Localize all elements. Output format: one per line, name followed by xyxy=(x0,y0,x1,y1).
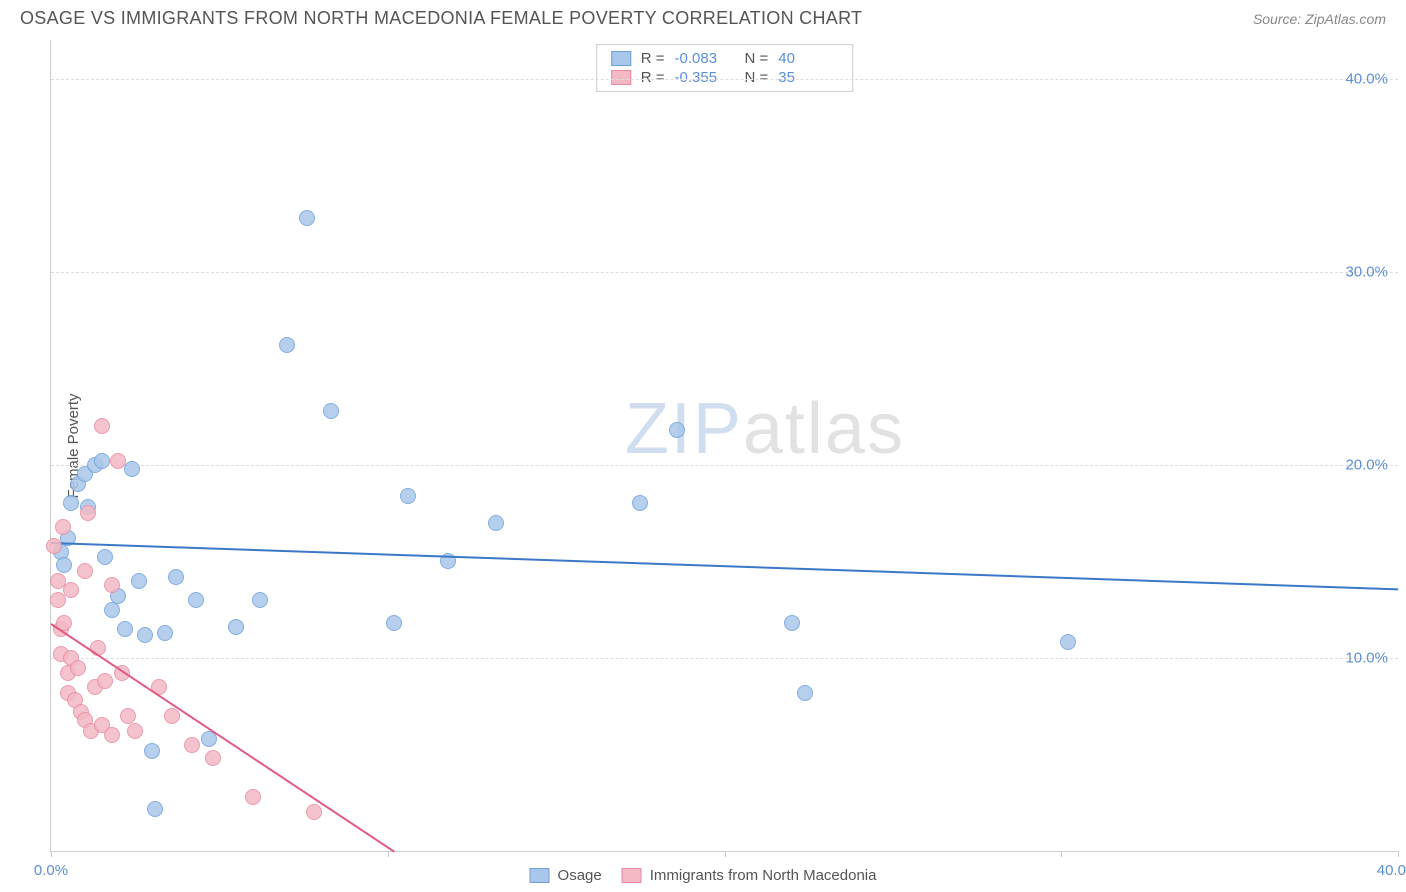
data-point xyxy=(104,577,120,593)
chart-container: ZIPatlas R = -0.083 N = 40 R = -0.355 N … xyxy=(50,40,1398,852)
data-point xyxy=(55,519,71,535)
x-tick-mark xyxy=(725,851,726,857)
r-label: R = xyxy=(641,50,665,67)
data-point xyxy=(205,750,221,766)
data-point xyxy=(164,708,180,724)
r-value-osage: -0.083 xyxy=(675,50,735,67)
data-point xyxy=(120,708,136,724)
data-point xyxy=(104,727,120,743)
legend-item-macedonia: Immigrants from North Macedonia xyxy=(622,867,877,884)
n-value-macedonia: 35 xyxy=(778,69,838,86)
data-point xyxy=(46,538,62,554)
data-point xyxy=(110,453,126,469)
data-point xyxy=(252,592,268,608)
legend-item-osage: Osage xyxy=(530,867,602,884)
y-tick-label: 30.0% xyxy=(1345,263,1388,280)
data-point xyxy=(488,515,504,531)
data-point xyxy=(797,685,813,701)
data-point xyxy=(77,563,93,579)
x-tick-label: 40.0% xyxy=(1377,862,1406,879)
data-point xyxy=(188,592,204,608)
data-point xyxy=(56,557,72,573)
data-point xyxy=(124,461,140,477)
data-point xyxy=(147,801,163,817)
y-tick-label: 40.0% xyxy=(1345,70,1388,87)
x-tick-mark xyxy=(388,851,389,857)
data-point xyxy=(228,619,244,635)
legend-swatch-macedonia xyxy=(622,868,642,883)
stats-legend: R = -0.083 N = 40 R = -0.355 N = 35 xyxy=(596,44,854,92)
y-tick-label: 20.0% xyxy=(1345,456,1388,473)
data-point xyxy=(168,569,184,585)
y-tick-label: 10.0% xyxy=(1345,649,1388,666)
header: OSAGE VS IMMIGRANTS FROM NORTH MACEDONIA… xyxy=(0,0,1406,33)
data-point xyxy=(632,495,648,511)
trend-line xyxy=(51,542,1398,590)
x-tick-mark xyxy=(51,851,52,857)
r-value-macedonia: -0.355 xyxy=(675,69,735,86)
data-point xyxy=(127,723,143,739)
data-point xyxy=(245,789,261,805)
grid-line xyxy=(51,272,1398,273)
stats-row-osage: R = -0.083 N = 40 xyxy=(611,49,839,68)
data-point xyxy=(131,573,147,589)
stats-row-macedonia: R = -0.355 N = 35 xyxy=(611,68,839,87)
grid-line xyxy=(51,79,1398,80)
data-point xyxy=(299,210,315,226)
data-point xyxy=(400,488,416,504)
legend-label-osage: Osage xyxy=(558,867,602,884)
data-point xyxy=(669,422,685,438)
grid-line xyxy=(51,658,1398,659)
watermark-atlas: atlas xyxy=(743,389,905,469)
data-point xyxy=(97,673,113,689)
swatch-osage xyxy=(611,51,631,66)
watermark: ZIPatlas xyxy=(625,388,905,470)
data-point xyxy=(117,621,133,637)
chart-title: OSAGE VS IMMIGRANTS FROM NORTH MACEDONIA… xyxy=(20,8,862,29)
data-point xyxy=(1060,634,1076,650)
data-point xyxy=(144,743,160,759)
legend-swatch-osage xyxy=(530,868,550,883)
data-point xyxy=(323,403,339,419)
n-value-osage: 40 xyxy=(778,50,838,67)
data-point xyxy=(70,660,86,676)
grid-line xyxy=(51,465,1398,466)
data-point xyxy=(157,625,173,641)
data-point xyxy=(279,337,295,353)
source-label: Source: ZipAtlas.com xyxy=(1253,11,1386,27)
x-tick-mark xyxy=(1061,851,1062,857)
data-point xyxy=(184,737,200,753)
x-tick-label: 0.0% xyxy=(34,862,68,879)
legend-label-macedonia: Immigrants from North Macedonia xyxy=(650,867,877,884)
r-label: R = xyxy=(641,69,665,86)
data-point xyxy=(306,804,322,820)
n-label: N = xyxy=(745,50,769,67)
data-point xyxy=(94,453,110,469)
series-legend: Osage Immigrants from North Macedonia xyxy=(530,867,877,884)
data-point xyxy=(94,418,110,434)
data-point xyxy=(63,495,79,511)
data-point xyxy=(137,627,153,643)
data-point xyxy=(80,505,96,521)
data-point xyxy=(63,582,79,598)
data-point xyxy=(386,615,402,631)
data-point xyxy=(784,615,800,631)
plot-area: ZIPatlas R = -0.083 N = 40 R = -0.355 N … xyxy=(50,40,1398,852)
data-point xyxy=(97,549,113,565)
x-tick-mark xyxy=(1398,851,1399,857)
swatch-macedonia xyxy=(611,70,631,85)
n-label: N = xyxy=(745,69,769,86)
